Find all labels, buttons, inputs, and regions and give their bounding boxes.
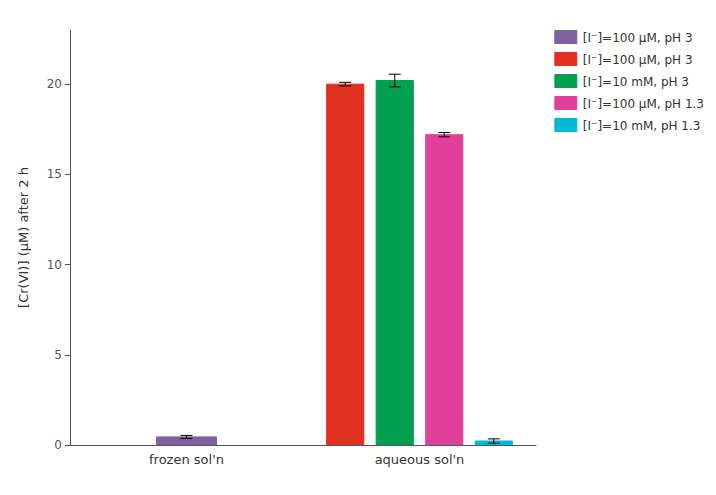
svg-text:[I⁻]=100 μM, pH 3: [I⁻]=100 μM, pH 3 xyxy=(583,53,693,67)
svg-text:[I⁻]=100 μM, pH 1.3: [I⁻]=100 μM, pH 1.3 xyxy=(583,97,704,111)
svg-text:0: 0 xyxy=(54,438,62,452)
svg-text:frozen sol'n: frozen sol'n xyxy=(149,452,224,467)
svg-text:20: 20 xyxy=(47,77,62,91)
svg-text:[Cr(VI)] (μM) after 2 h: [Cr(VI)] (μM) after 2 h xyxy=(16,167,31,308)
svg-text:[I⁻]=10 mM, pH 1.3: [I⁻]=10 mM, pH 1.3 xyxy=(583,119,701,133)
svg-text:aqueous sol'n: aqueous sol'n xyxy=(375,452,465,467)
svg-text:[I⁻]=10 mM, pH 3: [I⁻]=10 mM, pH 3 xyxy=(583,75,689,89)
svg-text:10: 10 xyxy=(47,258,62,272)
svg-text:[I⁻]=100 μM, pH 3: [I⁻]=100 μM, pH 3 xyxy=(583,31,693,45)
svg-text:15: 15 xyxy=(47,167,62,181)
svg-text:5: 5 xyxy=(54,348,62,362)
